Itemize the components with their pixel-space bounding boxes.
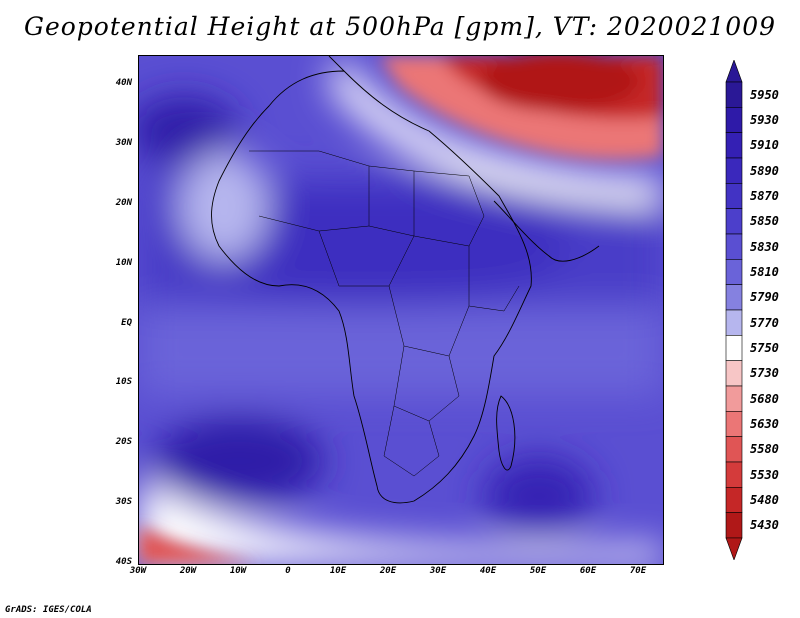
lat-label-40n: 40N — [115, 78, 132, 88]
colorbar-swatch-5870 — [725, 183, 743, 209]
lat-label-10s: 10S — [115, 377, 132, 387]
colorbar-swatch-5630 — [725, 411, 743, 437]
lat-label-10n: 10N — [115, 258, 132, 268]
geopotential-height-map — [139, 56, 663, 564]
lon-label-0: 0 — [285, 566, 291, 576]
lat-label-30n: 30N — [115, 138, 132, 148]
trough-south — [139, 526, 259, 564]
colorbar-swatch-5910 — [725, 132, 743, 159]
colorbar-label-5680: 5680 — [750, 391, 779, 406]
lon-label-10e: 10E — [329, 566, 347, 576]
colorbar-swatches — [725, 60, 743, 560]
colorbar-swatch-5680 — [725, 385, 743, 412]
colorbar-label-5930: 5930 — [750, 113, 779, 127]
lat-label-eq: EQ — [121, 318, 132, 328]
colorbar-label-5750: 5750 — [750, 341, 779, 355]
colorbar-label-5730: 5730 — [750, 366, 779, 381]
colorbar-swatch-5930 — [725, 107, 743, 133]
colorbar-swatch-5890 — [725, 157, 743, 184]
colorbar-label-5770: 5770 — [750, 315, 779, 330]
lon-label-30e: 30E — [429, 566, 447, 576]
trough-shading — [139, 56, 663, 564]
colorbar-swatch-5790 — [725, 284, 743, 311]
colorbar-label-5530: 5530 — [750, 467, 779, 482]
lon-label-70e: 70E — [629, 566, 647, 576]
colorbar-label-5430: 5430 — [750, 518, 779, 533]
colorbar-label-5950: 5950 — [750, 87, 779, 102]
colorbar-label-5850: 5850 — [750, 214, 779, 229]
lon-label-20e: 20E — [379, 566, 397, 576]
map-panel — [138, 55, 664, 565]
colorbar-bottom-arrow — [725, 537, 743, 560]
colorbar-swatch-5830 — [725, 233, 743, 260]
colorbar-label-5890: 5890 — [750, 163, 779, 178]
colorbar-swatch-5850 — [725, 208, 743, 235]
lat-label-20n: 20N — [115, 198, 132, 208]
lat-label-20s: 20S — [115, 437, 132, 447]
colorbar-label-5480: 5480 — [750, 493, 779, 507]
colorbar-swatch-5730 — [725, 360, 743, 387]
lon-label-20w: 20W — [179, 566, 197, 576]
colorbar-swatch-5580 — [725, 436, 743, 463]
colorbar-swatch-5750 — [725, 335, 743, 361]
colorbar-label-5870: 5870 — [750, 189, 779, 203]
height-field-shading — [139, 56, 663, 564]
chart-title: Geopotential Height at 500hPa [gpm], VT:… — [23, 12, 777, 41]
high-north-atlantic — [139, 96, 239, 166]
colorbar: 5950 5930 5910 5890 5870 5850 5830 5810 5790 5770… — [724, 60, 798, 560]
colorbar-swatch-5530 — [725, 461, 743, 488]
lon-label-50e: 50E — [529, 566, 547, 576]
lat-label-30s: 30S — [115, 497, 132, 507]
lon-label-60e: 60E — [579, 566, 597, 576]
lon-label-30w: 30W — [129, 566, 147, 576]
coastlines — [211, 56, 600, 504]
country-borders — [249, 150, 520, 477]
lon-label-10w: 10W — [229, 566, 247, 576]
colorbar-label-5830: 5830 — [750, 239, 779, 254]
colorbar-swatch-5810 — [725, 259, 743, 285]
colorbar-label-5910: 5910 — [750, 138, 779, 153]
lon-label-40e: 40E — [479, 566, 497, 576]
lat-label-40s: 40S — [115, 557, 132, 567]
colorbar-label-5580: 5580 — [750, 442, 779, 457]
colorbar-swatch-5770 — [725, 309, 743, 336]
colorbar-label-5630: 5630 — [750, 417, 779, 431]
high-south-indian — [484, 456, 594, 536]
credit-label: GrADS: IGES/COLA — [5, 605, 92, 615]
high-south-atlantic — [154, 416, 324, 506]
colorbar-swatch-5950 — [725, 81, 743, 108]
colorbar-swatch-5480 — [725, 487, 743, 513]
colorbar-label-5810: 5810 — [750, 265, 779, 279]
colorbar-label-5790: 5790 — [750, 290, 779, 305]
colorbar-swatch-5430 — [725, 512, 743, 539]
colorbar-top-arrow — [725, 60, 743, 83]
